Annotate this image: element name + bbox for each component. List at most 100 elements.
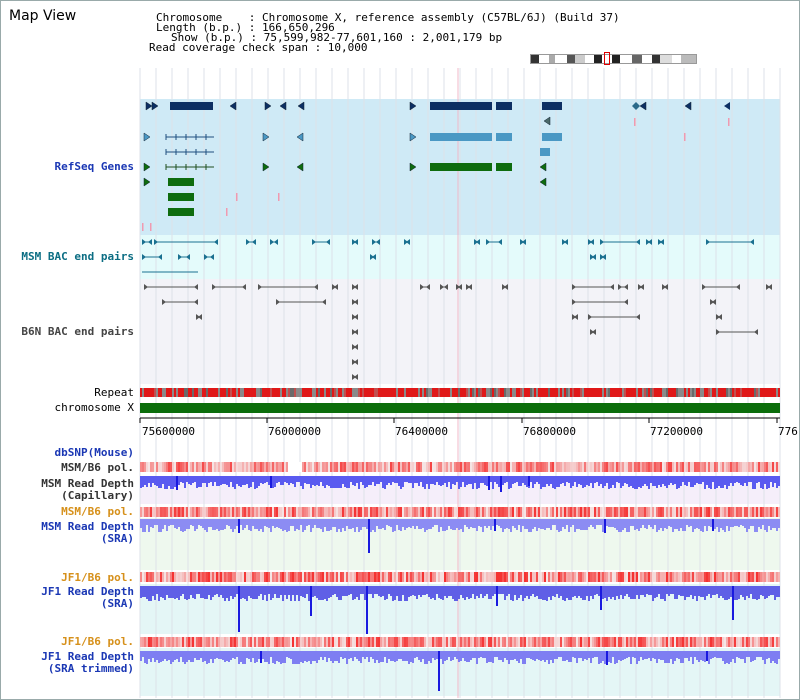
gene-feature-block[interactable] [430,163,492,171]
bac-feature-end[interactable] [276,299,280,305]
gene-feature-arrow[interactable] [543,116,551,126]
bac-feature-end[interactable] [142,254,146,260]
bac-feature-end[interactable] [354,374,358,380]
bac-feature-end[interactable] [440,284,444,290]
bac-feature-end[interactable] [624,284,628,290]
gene-feature-arrow[interactable] [684,101,692,111]
bac-feature-end[interactable] [768,284,772,290]
bac-feature-end[interactable] [372,254,376,260]
gene-feature-mark[interactable] [728,118,730,126]
gene-feature-arrow[interactable] [262,162,270,172]
bac-feature-end[interactable] [486,239,490,245]
gene-feature-arrow[interactable] [143,162,151,172]
bac-feature-end[interactable] [476,239,480,245]
bac-feature-end[interactable] [354,329,358,335]
bac-feature-end[interactable] [706,239,710,245]
bac-feature-end[interactable] [194,299,198,305]
chromosome-ideogram[interactable] [530,54,697,64]
bac-feature-end[interactable] [592,254,596,260]
gene-feature-arrow[interactable] [409,132,417,142]
bac-feature-end[interactable] [640,284,644,290]
gene-feature-arrow[interactable] [143,132,151,142]
bac-feature-end[interactable] [504,284,508,290]
gene-feature-mark[interactable] [236,193,238,201]
bac-feature-end[interactable] [242,284,246,290]
bac-feature-end[interactable] [144,284,148,290]
bac-feature-end[interactable] [660,239,664,245]
gene-feature-arrow[interactable] [296,162,304,172]
gene-feature-block[interactable] [168,193,194,201]
bac-feature-end[interactable] [564,239,568,245]
gene-feature-block[interactable] [170,102,213,110]
gene-feature-arrow[interactable] [632,102,640,110]
gene-feature-block[interactable] [542,133,562,141]
bac-feature-end[interactable] [588,314,592,320]
bac-feature-end[interactable] [636,239,640,245]
ideogram-position-marker[interactable] [604,52,610,65]
gene-feature-block[interactable] [540,148,550,156]
bac-feature-end[interactable] [702,284,706,290]
bac-feature-end[interactable] [354,284,358,290]
gene-feature-arrow[interactable] [409,162,417,172]
bac-feature-end[interactable] [210,254,214,260]
bac-feature-end[interactable] [664,284,668,290]
bac-feature-end[interactable] [376,239,380,245]
bac-feature-end[interactable] [750,239,754,245]
bac-feature-end[interactable] [252,239,256,245]
bac-feature-end[interactable] [314,284,318,290]
gene-feature-arrow[interactable] [151,101,159,111]
bac-feature-end[interactable] [590,239,594,245]
bac-feature-end[interactable] [154,239,158,245]
bac-feature-end[interactable] [522,239,526,245]
bac-feature-end[interactable] [148,239,152,245]
bac-feature-end[interactable] [736,284,740,290]
bac-feature-end[interactable] [198,314,202,320]
bac-feature-end[interactable] [258,284,262,290]
bac-feature-end[interactable] [592,329,596,335]
gene-feature-arrow[interactable] [639,101,647,111]
bac-feature-end[interactable] [204,254,208,260]
gene-feature-block[interactable] [168,208,194,216]
gene-feature-block[interactable] [168,178,194,186]
bac-feature-end[interactable] [212,284,216,290]
bac-feature-end[interactable] [158,254,162,260]
bac-feature-end[interactable] [426,284,430,290]
bac-feature-end[interactable] [354,299,358,305]
gene-feature-block[interactable] [542,102,562,110]
bac-feature-end[interactable] [354,359,358,365]
bac-feature-end[interactable] [754,329,758,335]
gene-feature-arrow[interactable] [279,101,287,111]
bac-feature-end[interactable] [406,239,410,245]
gene-feature-arrow[interactable] [143,177,151,187]
bac-feature-end[interactable] [618,284,622,290]
gene-feature-arrow[interactable] [229,101,237,111]
bac-feature-end[interactable] [498,239,502,245]
bac-feature-end[interactable] [246,239,250,245]
bac-feature-end[interactable] [142,239,146,245]
bac-feature-end[interactable] [444,284,448,290]
bac-feature-end[interactable] [468,284,472,290]
bac-feature-end[interactable] [716,329,720,335]
bac-feature-end[interactable] [602,254,606,260]
gene-feature-mark[interactable] [684,133,686,141]
bac-feature-end[interactable] [354,314,358,320]
gene-feature-arrow[interactable] [262,132,270,142]
gene-feature-mark[interactable] [634,118,636,126]
bac-feature-end[interactable] [574,314,578,320]
bac-feature-end[interactable] [270,239,274,245]
bac-feature-end[interactable] [354,344,358,350]
bac-feature-end[interactable] [354,239,358,245]
bac-feature-end[interactable] [624,299,628,305]
gene-feature-arrow[interactable] [296,132,304,142]
bac-feature-end[interactable] [214,239,218,245]
bac-feature-end[interactable] [322,299,326,305]
gene-feature-mark[interactable] [278,193,280,201]
bac-feature-end[interactable] [572,284,576,290]
bac-feature-end[interactable] [610,284,614,290]
gene-feature-mark[interactable] [226,208,228,216]
bac-feature-end[interactable] [326,239,330,245]
gene-feature-arrow[interactable] [145,101,153,111]
bac-feature-end[interactable] [334,284,338,290]
bac-feature-end[interactable] [162,299,166,305]
